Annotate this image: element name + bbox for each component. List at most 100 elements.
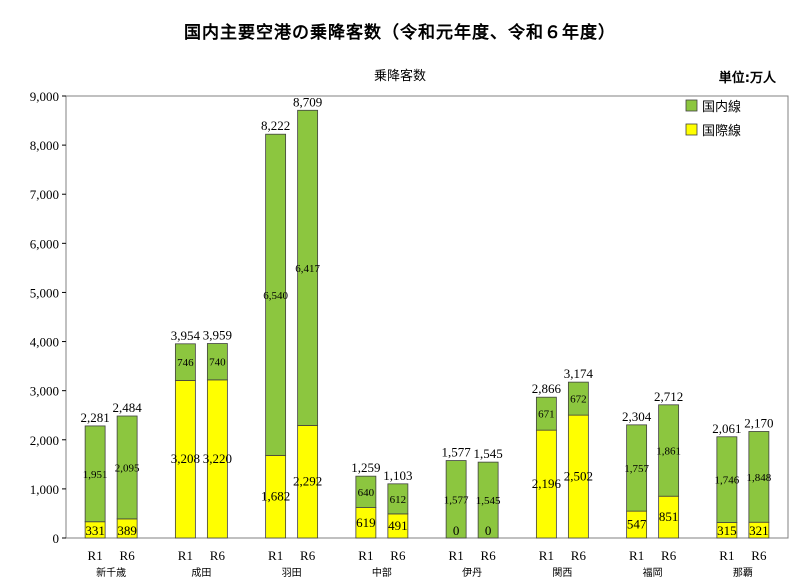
x-tick-label: R6: [481, 548, 497, 563]
total-label: 2,712: [654, 389, 683, 404]
international-value-label: 851: [659, 509, 679, 524]
international-value-label: 0: [453, 523, 460, 538]
international-value-label: 547: [627, 517, 647, 532]
airport-group: 1,577 1,577 0 1,545 1,545 0: [442, 445, 503, 539]
y-tick-label: 9,000: [30, 89, 59, 104]
bar-domestic: [477, 461, 499, 539]
domestic-value-label: 6,540: [263, 290, 288, 302]
international-value-label: 2,196: [532, 476, 562, 491]
x-tick-label: R1: [539, 548, 554, 563]
y-tick-label: 3,000: [30, 384, 59, 399]
y-tick-label: 0: [53, 531, 60, 546]
international-value-label: 389: [117, 523, 137, 538]
international-value-label: 331: [85, 523, 105, 538]
total-label: 2,484: [113, 400, 143, 415]
bar-domestic: [535, 396, 557, 431]
domestic-value-label: 1,545: [476, 495, 501, 507]
international-value-label: 491: [388, 518, 408, 533]
total-label: 2,061: [712, 421, 741, 436]
legend-label-international: 国際線: [702, 123, 741, 139]
domestic-value-label: 1,951: [83, 469, 108, 481]
domestic-value-label: 612: [390, 494, 407, 506]
international-value-label: 0: [485, 523, 492, 538]
y-tick-label: 5,000: [30, 285, 59, 300]
domestic-value-label: 1,861: [656, 446, 681, 458]
domestic-value-label: 1,848: [747, 472, 772, 484]
y-tick-label: 8,000: [30, 138, 59, 153]
bar-domestic: [116, 415, 138, 520]
bar-domestic: [355, 475, 377, 509]
y-tick-label: 7,000: [30, 187, 59, 202]
domestic-value-label: 740: [209, 357, 226, 369]
bars-group: 2,2811,9513312,4842,0953893,9547463,2083…: [81, 94, 774, 539]
total-label: 1,103: [383, 468, 412, 483]
airport-group: 1,259 640 619 1,103 612 491: [351, 460, 413, 539]
international-value-label: 315: [717, 523, 737, 538]
bar-domestic: [716, 436, 738, 523]
x-tick-label: R1: [178, 548, 193, 563]
total-label: 2,304: [622, 409, 652, 424]
x-tick-label: R6: [751, 548, 767, 563]
airport-name-label: 那覇: [733, 567, 753, 579]
unit-label: 単位:万人: [719, 70, 777, 86]
total-label: 1,545: [474, 446, 503, 461]
airport-group: 3,954 746 3,208 3,959 740 3,220: [171, 328, 232, 539]
domestic-value-label: 671: [538, 409, 555, 421]
international-value-label: 1,682: [261, 489, 290, 504]
bar-domestic: [445, 460, 467, 539]
y-tick-label: 4,000: [30, 335, 59, 350]
domestic-value-label: 1,746: [715, 475, 740, 487]
x-tick-label: R1: [268, 548, 283, 563]
airport-group: 2,061 1,746 315 2,170 1,848 321: [712, 415, 774, 539]
international-value-label: 2,292: [293, 474, 322, 489]
total-label: 1,577: [442, 445, 472, 460]
x-tick-label: R6: [210, 548, 226, 563]
x-tick-label: R1: [719, 548, 734, 563]
legend-swatch-international: [685, 123, 698, 136]
airport-group: 2,281 1,951 331 2,484 2,095 389: [81, 400, 143, 539]
x-tick-label: R6: [661, 548, 677, 563]
plot-frame: [65, 95, 789, 539]
total-label: 8,709: [293, 94, 322, 109]
bar-domestic: [658, 404, 680, 497]
x-tick-label: R6: [300, 548, 316, 563]
international-value-label: 321: [749, 523, 769, 538]
bar-domestic: [265, 133, 287, 456]
bar-domestic: [297, 109, 319, 426]
bar-domestic: [206, 343, 228, 381]
total-label: 2,281: [81, 410, 110, 425]
legend-swatch-domestic: [685, 99, 698, 112]
x-tick-label: R1: [629, 548, 644, 563]
domestic-value-label: 1,757: [624, 463, 649, 475]
airport-name-label: 福岡: [643, 566, 663, 579]
international-value-label: 3,220: [203, 451, 232, 466]
total-label: 2,170: [744, 415, 773, 430]
airport-name-label: 伊丹: [462, 567, 482, 579]
international-value-label: 619: [356, 515, 376, 530]
bar-domestic: [626, 424, 648, 512]
airport-name-label: 羽田: [282, 567, 302, 579]
chart-title: 乗降客数: [374, 68, 426, 84]
bar-domestic: [174, 343, 196, 381]
y-tick-label: 2,000: [30, 433, 59, 448]
total-label: 2,866: [532, 381, 562, 396]
y-axis: 0 1,000 2,000 3,000 4,000 5,000 6,000 7,000 8,00…: [30, 89, 66, 546]
total-label: 3,959: [203, 328, 232, 343]
total-label: 8,222: [261, 118, 290, 133]
page-title: 国内主要空港の乗降客数（令和元年度、令和６年度）: [184, 23, 616, 43]
bar-domestic: [748, 431, 770, 523]
x-tick-label: R6: [390, 548, 406, 563]
airport-group: 2,866 671 2,196 3,174 672 2,502: [532, 366, 594, 539]
airport-group: 2,304 1,757 547 2,712 1,861 851: [622, 389, 683, 539]
y-tick-label: 1,000: [30, 482, 59, 497]
domestic-value-label: 746: [177, 357, 194, 369]
bar-domestic: [387, 483, 409, 515]
x-tick-label: R6: [571, 548, 587, 563]
domestic-value-label: 2,095: [115, 462, 140, 474]
airport-group: 8,222 6,540 1,682 8,709 6,417 2,292: [261, 94, 322, 539]
bar-domestic: [84, 425, 106, 523]
plot-border: [65, 95, 789, 539]
airport-name-label: 成田: [191, 567, 211, 579]
